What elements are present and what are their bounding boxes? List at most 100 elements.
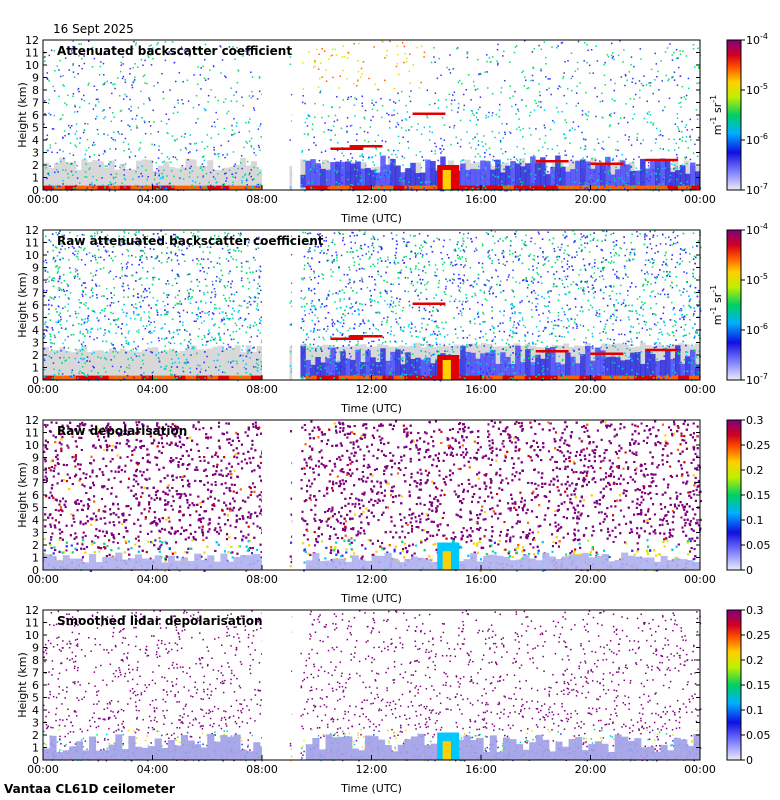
speckle [399,177,401,179]
speckle [167,132,169,135]
noise-band [240,352,247,380]
noise-band [147,159,153,190]
speckle [584,145,587,147]
speckle [251,178,254,181]
speckle [53,114,56,117]
boundary-layer [375,362,381,378]
speckle [472,187,474,190]
speckle [224,232,226,234]
speckle [130,349,132,352]
speckle [329,355,331,357]
speckle [376,109,379,112]
speckle [74,133,77,135]
boundary-layer [420,172,426,188]
speckle [259,125,261,127]
speckle [157,41,159,44]
speckle [609,252,612,254]
boundary-layer [545,348,551,378]
speckle [236,46,238,49]
speckle [178,361,181,364]
speckle [456,47,459,49]
speckle [536,303,539,305]
speckle [383,189,386,192]
speckle [589,233,592,236]
speckle [236,81,239,84]
speckle [57,319,60,322]
speckle [72,40,74,43]
speckle [347,141,349,143]
speckle [67,94,69,97]
speckle [583,376,586,379]
speckle [69,163,72,165]
speckle [83,129,86,132]
speckle [322,336,324,339]
speckle [242,55,244,57]
speckle [506,260,508,263]
speckle [189,167,191,169]
surface-layer [130,185,143,190]
y-tick-label: 8 [32,84,39,97]
speckle [101,110,104,112]
speckle [91,183,93,186]
speckle [679,53,682,55]
boundary-layer [535,162,541,188]
speckle [569,142,571,144]
noise-band [223,349,230,380]
speckle [500,148,502,150]
speckle [188,142,191,145]
speckle [612,232,615,235]
boundary-layer [305,160,311,188]
surface-layer [218,375,230,380]
speckle [53,373,56,376]
speckle [660,60,662,62]
speckle [641,171,643,173]
speckle [494,268,497,271]
speckle [477,301,479,304]
speckle [203,108,206,110]
speckle [521,99,523,101]
speckle [248,301,251,303]
speckle [127,358,129,360]
boundary-layer [305,359,311,378]
speckle [78,55,80,57]
speckle [498,109,501,111]
speckle [524,79,527,82]
speckle [226,245,229,248]
speckle [195,95,198,97]
speckle [611,98,614,100]
boundary-layer [330,347,336,378]
speckle [671,301,673,304]
speckle [408,181,410,183]
speckle [497,43,499,46]
noise-band [92,350,99,380]
speckle [302,279,304,281]
speckle [475,116,478,119]
speckle [403,177,406,179]
speckle [692,48,695,50]
speckle [690,139,692,141]
speckle [640,305,643,308]
speckle [625,74,627,77]
noise-band [234,345,241,380]
speckle [423,307,426,310]
speckle [398,300,400,303]
speckle [333,120,336,123]
speckle [222,154,224,156]
noise-band [70,162,77,190]
speckle [356,350,358,353]
speckle [148,121,150,123]
speckle [562,358,564,361]
speckle [676,156,679,159]
speckle [109,148,111,150]
boundary-layer [515,163,521,188]
speckle [114,255,117,258]
speckle [528,127,531,129]
speckle [388,362,390,365]
speckle [154,257,156,260]
speckle [604,84,607,86]
speckle [131,118,134,120]
speckle [692,152,695,154]
speckle [426,89,429,92]
speckle [678,146,680,149]
noise-band [240,157,247,190]
